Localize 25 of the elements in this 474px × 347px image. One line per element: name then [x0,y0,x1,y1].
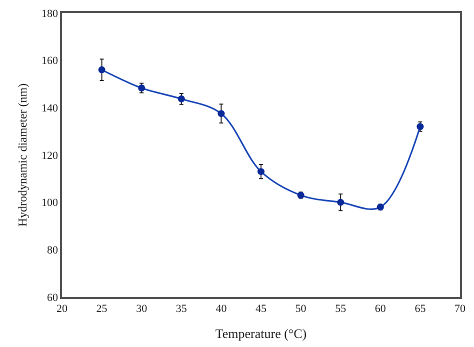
y-tick-label: 80 [47,244,59,257]
y-tick-label: 60 [47,292,59,304]
point [337,198,344,206]
x-tick-label: 65 [414,302,426,315]
y-tick-label: 160 [42,55,59,68]
x-axis-title: Temperature (°C) [215,326,307,342]
x-tick-label: 45 [256,302,267,315]
x-tick-label: 70 [454,302,466,315]
y-tick-label: 120 [42,150,59,162]
point [218,110,225,118]
y-tick-label: 100 [42,197,59,210]
y-tick-label: 140 [42,102,59,115]
x-tick-label: 60 [374,302,386,315]
x-tick-label: 50 [295,302,307,315]
point [258,168,264,176]
x-tick-label: 35 [176,302,188,315]
point [178,95,185,102]
x-tick-label: 55 [335,302,347,315]
y-axis-title: Hydrodynamic diameter (nm) [15,83,30,227]
x-tick-label: 20 [56,302,68,315]
point [98,66,106,74]
x-tick-label: 25 [96,302,108,315]
x-tick-label: 40 [216,302,228,315]
y-tick-label: 180 [42,8,59,20]
x-tick-label: 30 [136,302,148,315]
